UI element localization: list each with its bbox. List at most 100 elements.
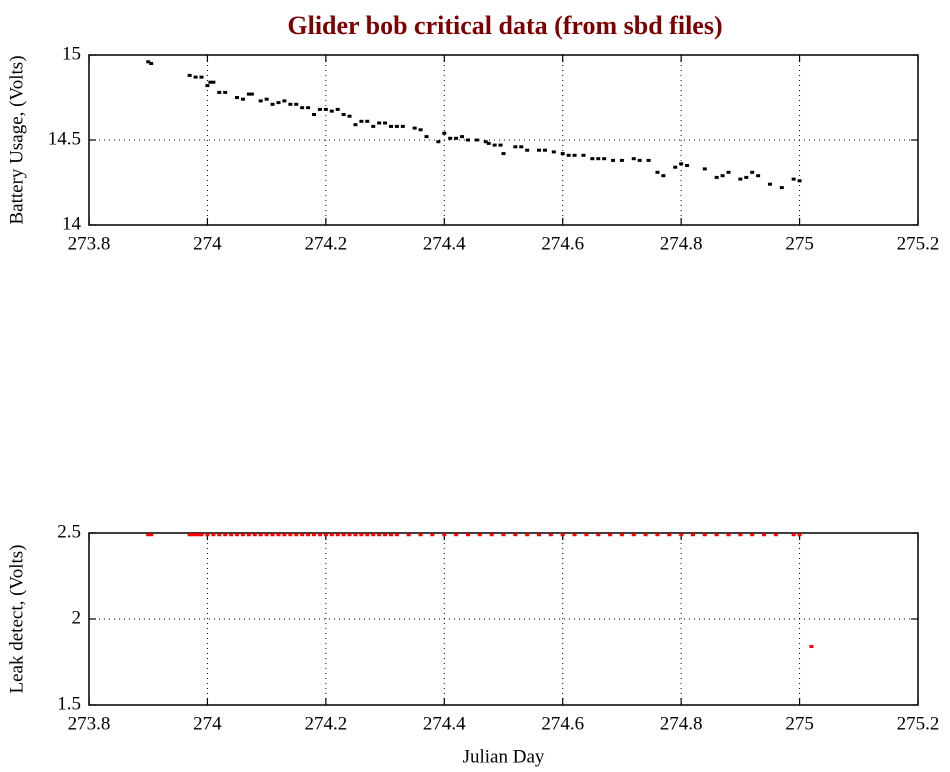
point (412, 126, 417, 130)
point (317, 107, 322, 111)
point (217, 533, 222, 537)
point (430, 533, 435, 537)
point (442, 533, 447, 537)
point (596, 533, 601, 537)
point (149, 62, 154, 65)
point (477, 533, 482, 537)
point (537, 148, 542, 152)
point (448, 136, 453, 140)
point (489, 533, 494, 537)
point (690, 533, 695, 537)
x-tick-label: 275 (785, 233, 814, 254)
point (611, 158, 616, 162)
x-tick-label: 274.2 (304, 233, 347, 254)
point (738, 177, 743, 181)
point (276, 533, 281, 537)
point (702, 167, 707, 171)
point (229, 533, 234, 537)
point (631, 157, 636, 161)
point (187, 533, 192, 537)
point (791, 177, 796, 181)
x-tick-label: 274.4 (423, 713, 466, 734)
point (762, 533, 767, 537)
point (312, 533, 317, 537)
point (246, 92, 251, 96)
point (548, 533, 553, 537)
point (560, 533, 565, 537)
point (631, 533, 636, 537)
point (377, 121, 382, 125)
point (359, 119, 364, 123)
point (347, 114, 352, 118)
point (223, 90, 228, 94)
point (235, 533, 240, 537)
point (323, 107, 328, 111)
point (306, 533, 311, 537)
point (193, 533, 198, 537)
point (208, 80, 213, 84)
point (608, 533, 613, 537)
point (767, 182, 772, 186)
point (679, 162, 684, 166)
point (394, 124, 399, 128)
point (149, 533, 154, 537)
point (205, 84, 210, 88)
x-axis-label: Julian Day (463, 746, 545, 767)
point (317, 533, 322, 537)
point (773, 533, 778, 537)
point (193, 75, 198, 79)
point (779, 186, 784, 190)
point (146, 533, 151, 537)
point (486, 141, 491, 145)
point (492, 143, 497, 147)
point (146, 60, 151, 64)
point (335, 107, 340, 111)
point (685, 164, 690, 167)
point (400, 124, 405, 128)
point (474, 138, 479, 142)
point (602, 157, 607, 161)
point (424, 135, 429, 139)
x-tick-label: 274.6 (541, 233, 584, 254)
point (442, 131, 447, 135)
x-tick-label: 274.2 (304, 713, 347, 734)
point (190, 533, 195, 537)
point (750, 533, 755, 537)
point (465, 533, 470, 537)
point (329, 109, 334, 113)
point (365, 533, 370, 537)
point (738, 533, 743, 537)
point (335, 533, 340, 537)
point (702, 533, 707, 537)
point (388, 124, 393, 128)
x-tick-label: 275 (785, 713, 814, 734)
point (371, 124, 376, 128)
x-tick-label: 275.2 (897, 233, 940, 254)
x-tick-label: 274.6 (541, 713, 584, 734)
point (211, 533, 216, 537)
y-tick-label: 2.5 (57, 521, 81, 542)
x-tick-label: 274 (193, 233, 222, 254)
point (454, 533, 459, 537)
point (240, 533, 245, 537)
point (726, 170, 731, 174)
point (270, 533, 275, 537)
point (199, 75, 204, 79)
point (581, 153, 586, 157)
point (542, 148, 547, 152)
point (383, 121, 388, 125)
point (406, 533, 411, 537)
point (211, 80, 216, 84)
point (809, 645, 814, 649)
point (329, 533, 334, 537)
point (249, 92, 254, 96)
y-tick-label: 15 (62, 43, 81, 64)
point (187, 73, 192, 77)
point (300, 533, 305, 537)
point (483, 140, 488, 144)
point (566, 153, 571, 157)
point (294, 102, 299, 106)
point (551, 150, 556, 154)
point (353, 533, 358, 537)
